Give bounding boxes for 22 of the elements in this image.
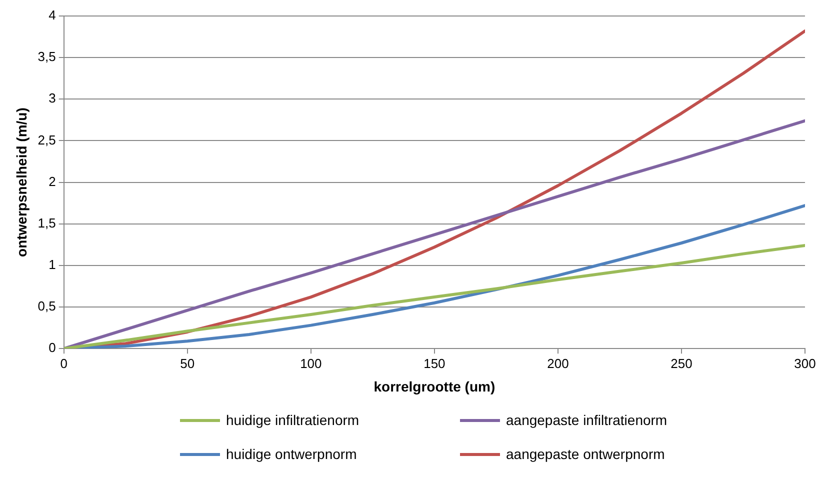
x-axis-title: korrelgrootte (um) [374, 378, 496, 394]
y-tick-label: 0,5 [38, 298, 56, 314]
legend-label: aangepaste infiltratienorm [505, 412, 668, 428]
y-tick-label: 3 [48, 90, 56, 106]
y-tick-label: 2 [48, 174, 56, 189]
y-tick-label: 1 [48, 257, 56, 272]
x-tick-label: 50 [180, 356, 195, 371]
y-tick-label: 3,5 [38, 49, 56, 64]
legend-label: aangepaste ontwerpnorm [505, 446, 666, 462]
x-tick-label: 150 [424, 356, 446, 371]
x-tick-label: 100 [300, 356, 322, 371]
x-tick-label: 0 [60, 356, 68, 371]
x-tick-label: 250 [670, 356, 692, 371]
legend-label: huidige infiltratienorm [225, 412, 360, 428]
y-tick-label: 2,5 [38, 132, 56, 148]
y-axis-title: ontwerpsnelheid (m/u) [13, 108, 30, 257]
y-tick-label: 1,5 [38, 215, 56, 230]
x-tick-label: 200 [547, 356, 569, 371]
y-tick-label: 4 [48, 8, 56, 23]
y-tick-label: 0 [48, 340, 56, 356]
x-tick-label: 300 [794, 356, 816, 371]
legend-label: huidige ontwerpnorm [225, 446, 358, 462]
